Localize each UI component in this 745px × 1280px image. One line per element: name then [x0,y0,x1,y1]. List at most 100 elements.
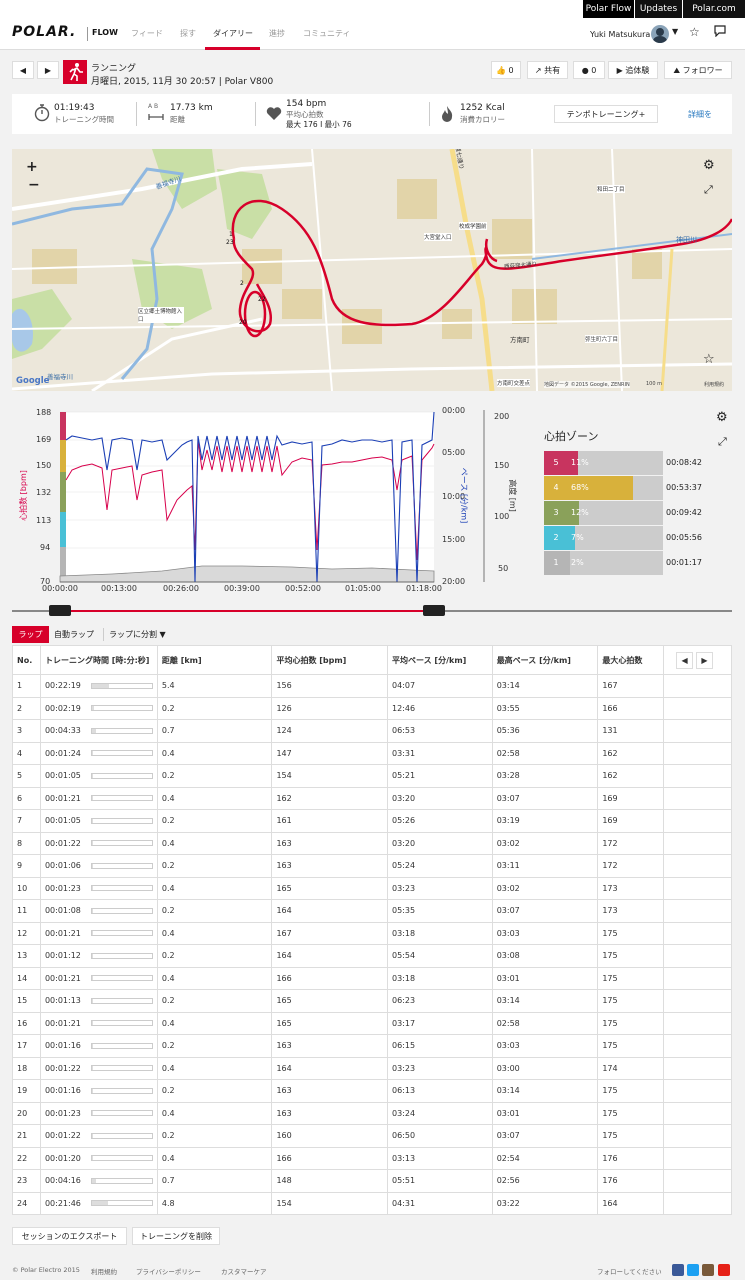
user-menu-chevron-icon[interactable]: ▼ [672,27,679,36]
zoom-in-button[interactable]: + [26,159,38,175]
table-row[interactable]: 3 00:04:33 0.7 124 06:53 05:36 131 [12,719,732,743]
relive-button[interactable]: ▶ 追体験 [608,61,658,79]
table-row[interactable]: 20 00:01:23 0.4 163 03:24 03:01 175 [12,1101,732,1125]
lap-duration: 00:01:16 [44,1041,81,1051]
table-row[interactable]: 18 00:01:22 0.4 164 03:23 03:00 174 [12,1056,732,1080]
nav-feed[interactable]: フィード [131,29,163,38]
delete-training-button[interactable]: トレーニングを削除 [132,1227,220,1245]
table-cell: 00:01:16 [39,1034,158,1058]
table-row[interactable]: 16 00:01:21 0.4 165 03:17 02:58 175 [12,1011,732,1035]
table-row[interactable]: 8 00:01:22 0.4 163 03:20 03:02 172 [12,831,732,855]
tab-laps[interactable]: ラップ [12,626,49,643]
nav-diary[interactable]: ダイアリー [213,29,253,38]
twitter-icon[interactable] [687,1264,699,1276]
table-row[interactable]: 6 00:01:21 0.4 162 03:20 03:07 169 [12,786,732,810]
map-settings-gear-icon[interactable]: ⚙ [703,158,715,173]
table-row[interactable]: 10 00:01:23 0.4 165 03:23 03:02 173 [12,876,732,900]
top-link-polar-com[interactable]: Polar.com [683,0,745,18]
lap-duration-bar [90,1020,153,1027]
table-cell: 0.2 [156,944,273,968]
table-row[interactable]: 2 00:02:19 0.2 126 12:46 03:55 166 [12,696,732,720]
table-cell-empty [663,741,732,765]
table-cell: 174 [597,1056,665,1080]
like-button[interactable]: 👍 0 [491,61,521,79]
table-row[interactable]: 5 00:01:05 0.2 154 05:21 03:28 162 [12,764,732,788]
map-label: 方南町交差点 [497,379,531,387]
pace-tick: 10:00 [442,492,466,501]
route-map[interactable]: 善福寺川 善福寺川 区立郷土博物館入口 方南町 方南町交差点 弥生町六丁目 神田… [12,149,732,391]
follow-button[interactable]: ⛰ フォロワー [664,61,732,79]
footer-terms-link[interactable]: 利用規約 [91,1268,117,1276]
polar-logo[interactable]: POLAR. [12,24,77,40]
table-row[interactable]: 1 00:22:19 5.4 156 04:07 03:14 167 [12,674,732,698]
google-logo: Google [16,376,50,386]
table-row[interactable]: 24 00:21:46 4.8 154 04:31 03:22 164 [12,1191,732,1215]
timeline-start-handle[interactable] [49,605,71,616]
comment-button[interactable]: ● 0 [573,61,605,79]
table-cell: 00:01:21 [39,786,158,810]
pace-tick: 20:00 [442,577,466,586]
zoom-out-button[interactable]: − [28,177,40,193]
table-row[interactable]: 13 00:01:12 0.2 164 05:54 03:08 175 [12,944,732,968]
lap-max-pace: 03:07 [496,906,520,916]
youtube-icon[interactable] [718,1264,730,1276]
table-cell: 03:20 [387,831,493,855]
table-row[interactable]: 15 00:01:13 0.2 165 06:23 03:14 175 [12,989,732,1013]
export-session-button[interactable]: セッションのエクスポート [12,1227,127,1245]
nav-progress[interactable]: 進捗 [269,29,285,38]
zone-percent: 12% [571,508,589,517]
table-row[interactable]: 19 00:01:16 0.2 163 06:13 03:14 175 [12,1079,732,1103]
running-sport-icon [63,60,87,84]
timeline-end-handle[interactable] [423,605,445,616]
top-link-updates[interactable]: Updates [635,0,682,18]
footer-support-link[interactable]: カスタマーケア [221,1268,267,1276]
table-cell: 0.2 [156,1124,273,1148]
table-cell-empty [663,1146,732,1170]
table-row[interactable]: 9 00:01:06 0.2 163 05:24 03:11 172 [12,854,732,878]
facebook-icon[interactable] [672,1264,684,1276]
map-terms-link[interactable]: 利用規約 [704,382,725,388]
share-button[interactable]: ↗ 共有 [527,61,568,79]
star-icon[interactable]: ☆ [689,25,700,39]
table-row[interactable]: 22 00:01:20 0.4 166 03:13 02:54 176 [12,1146,732,1170]
details-link[interactable]: 詳細を [688,110,712,119]
zone-row: 5 11% [544,451,663,475]
lap-no: 9 [17,861,23,871]
hr-zones-title: 心拍ゾーン [544,430,599,443]
table-row[interactable]: 21 00:01:22 0.2 160 06:50 03:07 175 [12,1124,732,1148]
table-cell: 03:28 [491,764,599,788]
tab-divider [103,628,104,641]
tab-split-laps[interactable]: ラップに分割 ▼ [109,629,166,640]
flow-label: FLOW [92,28,118,37]
tempo-training-button[interactable]: テンポトレーニング+ [554,105,658,123]
table-row[interactable]: 11 00:01:08 0.2 164 05:35 03:07 173 [12,899,732,923]
table-row[interactable]: 7 00:01:05 0.2 161 05:26 03:19 169 [12,809,732,833]
lap-avg-hr: 165 [276,883,292,893]
message-icon[interactable] [714,25,726,40]
map-fullscreen-icon[interactable]: ⤢ [704,183,713,196]
table-row[interactable]: 12 00:01:21 0.4 167 03:18 03:03 175 [12,921,732,945]
map-star-icon[interactable]: ☆ [703,352,715,367]
chart-fullscreen-icon[interactable]: ⤢ [718,435,727,448]
table-cell-empty [663,921,732,945]
table-prev-icon[interactable]: ◀ [676,651,694,669]
avatar[interactable] [651,25,669,43]
prev-session-button[interactable]: ◀ [12,61,34,79]
table-row[interactable]: 17 00:01:16 0.2 163 06:15 03:03 175 [12,1034,732,1058]
table-row[interactable]: 14 00:01:21 0.4 166 03:18 03:01 175 [12,966,732,990]
nav-explore[interactable]: 探す [180,29,196,38]
tab-auto-laps[interactable]: 自動ラップ [54,630,94,639]
table-row[interactable]: 23 00:04:16 0.7 148 05:51 02:56 176 [12,1169,732,1193]
footer-privacy-link[interactable]: プライバシーポリシー [136,1268,201,1276]
next-session-button[interactable]: ▶ [37,61,59,79]
user-name[interactable]: Yuki Matsukura [590,30,651,39]
chart-settings-gear-icon[interactable]: ⚙ [716,410,728,425]
table-cell-empty [663,674,732,698]
lap-avg-hr: 148 [276,1176,292,1186]
instagram-icon[interactable] [702,1264,714,1276]
table-next-icon[interactable]: ▶ [695,651,713,669]
lap-avg-hr: 156 [276,681,292,691]
table-row[interactable]: 4 00:01:24 0.4 147 03:31 02:58 162 [12,741,732,765]
nav-community[interactable]: コミュニティ [303,29,351,38]
top-link-polar-flow[interactable]: Polar Flow [583,0,634,18]
